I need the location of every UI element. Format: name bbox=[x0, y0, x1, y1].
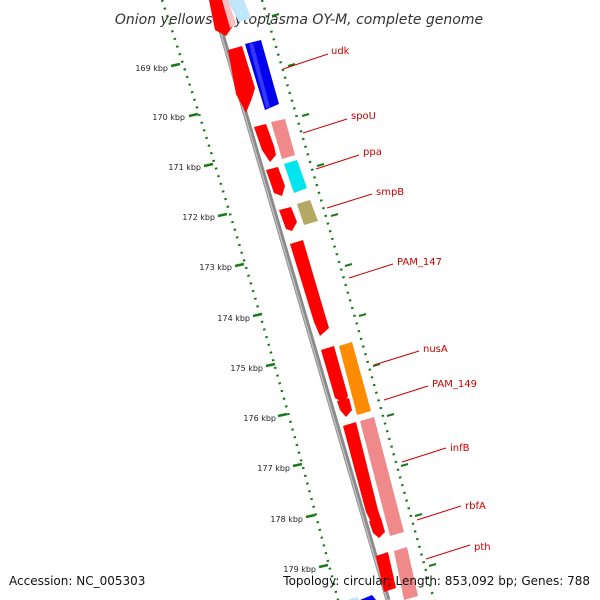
feature-light-blue bbox=[227, 0, 251, 22]
cds-arrow-PAM_149 bbox=[337, 398, 352, 417]
leader-PAM_149 bbox=[383, 385, 429, 401]
leader-udk bbox=[282, 53, 329, 70]
leader-PAM_147 bbox=[348, 263, 394, 279]
gene-labels: udk spoU ppa smpB PAM_147 nusA PAM_149 i… bbox=[331, 46, 491, 553]
feature-light-red-infB bbox=[360, 417, 404, 536]
tick-178 bbox=[305, 513, 316, 519]
kbp-label-176: 176 kbp bbox=[243, 414, 276, 423]
cds-arrow-udk-region bbox=[228, 46, 255, 113]
leader-rbfA bbox=[416, 505, 462, 521]
outer-tick bbox=[344, 263, 353, 267]
tick-177 bbox=[292, 462, 303, 468]
gene-label-infB: infB bbox=[450, 443, 470, 454]
gene-label-rbfA: rbfA bbox=[465, 501, 486, 512]
gene-label-ppa: ppa bbox=[363, 147, 382, 158]
outer-tick bbox=[400, 463, 409, 467]
cds-arrow-smpB bbox=[279, 207, 297, 231]
outer-tick bbox=[428, 563, 437, 567]
tick-179 bbox=[318, 563, 329, 569]
outer-tick bbox=[372, 363, 381, 367]
kbp-label-179: 179 kbp bbox=[283, 565, 316, 574]
cds-features bbox=[209, 0, 418, 600]
tick-170 bbox=[188, 112, 199, 118]
feature-light-pink bbox=[222, 0, 236, 28]
cds-arrow-ppa bbox=[266, 167, 285, 196]
gene-label-smpB: smpB bbox=[376, 187, 404, 198]
gene-label-PAM_149: PAM_149 bbox=[432, 379, 477, 390]
outer-tick bbox=[358, 313, 367, 317]
genome-title: Onion yellows phytoplasma OY-M, complete… bbox=[115, 12, 483, 28]
cds-arrow-PAM_147 bbox=[290, 240, 329, 336]
feature-light-red-pth bbox=[394, 547, 418, 600]
tick-172 bbox=[217, 212, 228, 218]
gene-label-spoU: spoU bbox=[351, 111, 376, 122]
kbp-label-172: 172 kbp bbox=[182, 213, 215, 222]
kbp-label-178: 178 kbp bbox=[270, 515, 303, 524]
inner-ruler-dotted bbox=[160, 0, 340, 600]
feature-blue-bottom bbox=[360, 595, 376, 600]
accession-text: Accession: NC_005303 bbox=[9, 574, 146, 588]
tick-175 bbox=[265, 362, 276, 368]
leader-nusA bbox=[373, 350, 420, 366]
leader-spoU bbox=[302, 118, 348, 134]
feature-light-blue-bottom bbox=[347, 597, 359, 600]
tick-174 bbox=[252, 312, 263, 318]
kbp-label-169: 169 kbp bbox=[135, 64, 168, 73]
cds-arrow-infB bbox=[343, 422, 382, 528]
cds-arrow-pth bbox=[376, 552, 396, 592]
gene-label-pth: pth bbox=[474, 542, 491, 553]
gene-label-PAM_147: PAM_147 bbox=[397, 257, 442, 268]
kbp-label-174: 174 kbp bbox=[217, 314, 250, 323]
outer-tick bbox=[330, 213, 339, 217]
kbp-label-175: 175 kbp bbox=[230, 364, 263, 373]
tick-176 bbox=[277, 412, 288, 418]
kbp-label-170: 170 kbp bbox=[152, 113, 185, 122]
tick-171 bbox=[203, 162, 214, 168]
outer-tick bbox=[301, 113, 310, 117]
kbp-label-171: 171 kbp bbox=[168, 163, 201, 172]
cds-arrow-rbfA bbox=[369, 518, 385, 538]
outer-tick bbox=[271, 13, 280, 17]
outer-tick bbox=[316, 163, 325, 167]
topology-text: Topology: circular; Length: 853,092 bp; … bbox=[283, 574, 590, 588]
tick-169 bbox=[170, 62, 181, 68]
leader-ppa bbox=[315, 154, 360, 170]
gene-label-nusA: nusA bbox=[423, 344, 448, 355]
outer-ruler-dotted bbox=[260, 0, 436, 600]
feature-cyan-ppa bbox=[284, 160, 307, 193]
outer-tick bbox=[414, 513, 423, 517]
tick-173 bbox=[234, 262, 245, 268]
gene-label-udk: udk bbox=[331, 46, 350, 57]
feature-orange-nusA bbox=[339, 342, 371, 415]
outer-tick bbox=[287, 63, 296, 67]
feature-blue-highlight bbox=[249, 43, 270, 108]
feature-olive-smpB bbox=[297, 200, 318, 225]
kbp-label-173: 173 kbp bbox=[199, 263, 232, 272]
cds-arrow-nusA bbox=[321, 346, 348, 403]
outer-tick bbox=[386, 413, 395, 417]
leader-pth bbox=[425, 544, 471, 560]
feature-light-red-spoU bbox=[271, 119, 295, 159]
cds-arrow-spoU bbox=[254, 124, 276, 162]
leader-smpB bbox=[326, 193, 373, 209]
ruler-ticks: 169 kbp 170 kbp 171 kbp 172 kbp 173 kbp … bbox=[135, 13, 437, 574]
kbp-label-177: 177 kbp bbox=[257, 464, 290, 473]
gene-label-leaders bbox=[282, 53, 471, 560]
leader-infB bbox=[401, 447, 447, 463]
